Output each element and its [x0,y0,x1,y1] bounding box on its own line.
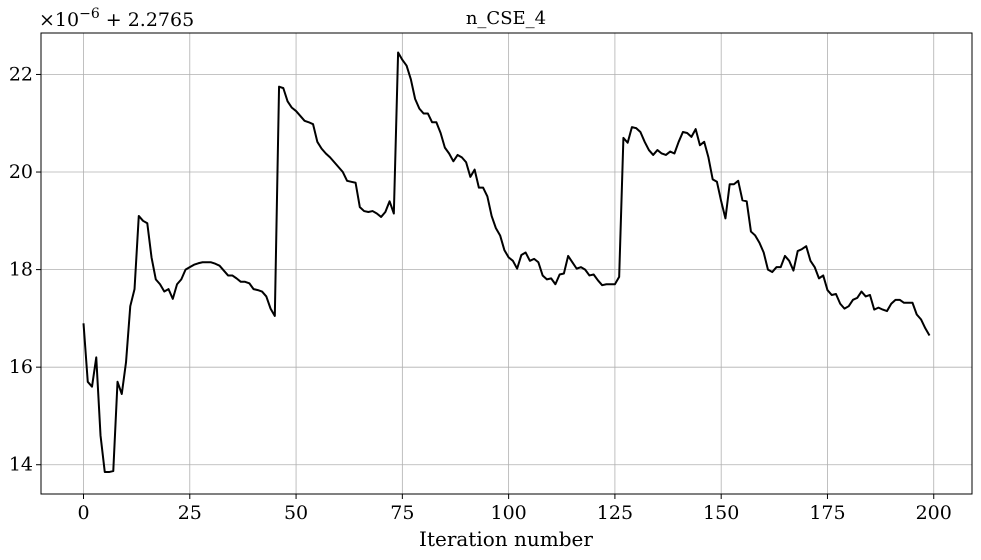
x-axis-label: Iteration number [419,527,593,551]
x-tick-label: 200 [916,502,952,524]
grid-lines [41,33,972,494]
x-tick-label: 0 [77,502,89,524]
y-tick-label: 20 [9,161,33,183]
x-tick-label: 125 [597,502,633,524]
x-ticks: 0 25 50 75 100 125 150 175 200 [77,494,952,524]
x-tick-label: 100 [490,502,526,524]
y-tick-label: 16 [9,356,33,378]
y-offset-label: ×10−6 + 2.2765 [39,6,194,31]
plot-frame [40,32,973,495]
y-tick-label: 14 [9,454,33,476]
x-tick-label: 25 [178,502,202,524]
offset-mantissa: ×10 [39,9,79,31]
x-tick-label: 175 [809,502,845,524]
x-tick-label: 75 [390,502,414,524]
y-tick-label: 18 [9,259,33,281]
y-tick-label: 22 [9,63,33,85]
y-ticks: 14 16 18 20 22 [9,63,41,476]
x-tick-label: 50 [284,502,308,524]
x-tick-label: 150 [703,502,739,524]
offset-constant: + 2.2765 [106,9,194,31]
series-line [82,51,931,474]
chart-title: n_CSE_4 [466,8,546,29]
series-group [82,51,931,474]
offset-exponent: −6 [79,6,100,22]
